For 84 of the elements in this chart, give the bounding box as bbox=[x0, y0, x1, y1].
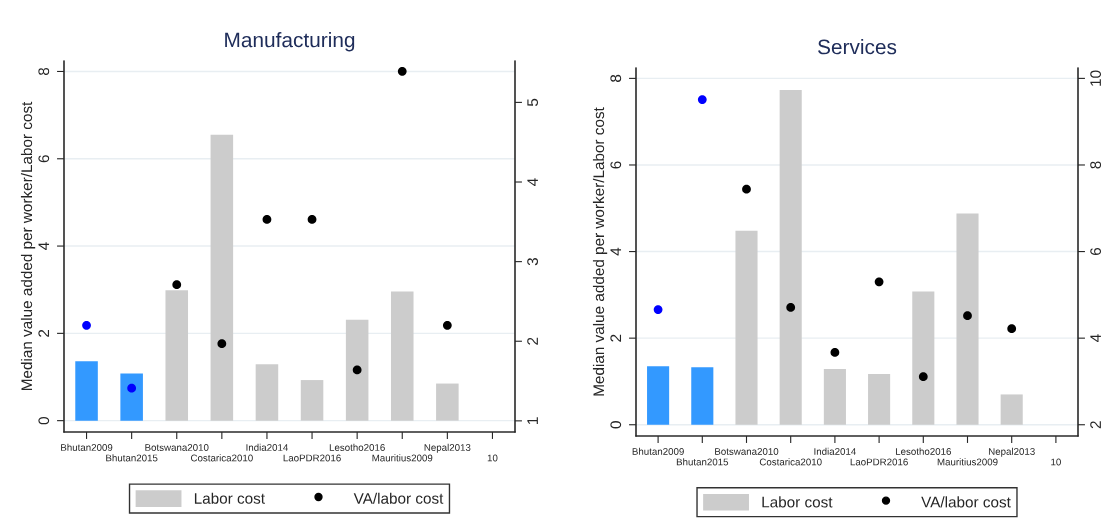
x-tick-label: LaoPDR2016 bbox=[283, 454, 341, 462]
y-tick-label: 0 bbox=[610, 421, 622, 429]
point bbox=[262, 215, 272, 224]
legend-label: Labor cost bbox=[762, 496, 833, 508]
x-tick-label: Costarica2010 bbox=[759, 458, 822, 466]
x-tick-label: 10 bbox=[487, 454, 498, 462]
bar bbox=[868, 374, 891, 425]
point bbox=[874, 277, 884, 287]
bar bbox=[120, 373, 143, 421]
point bbox=[352, 365, 362, 375]
point bbox=[442, 320, 452, 330]
point bbox=[918, 372, 928, 382]
y-tick-label: 4 bbox=[610, 247, 622, 256]
y2-tick-label: 5 bbox=[527, 98, 539, 107]
chart-title: Manufacturing bbox=[225, 32, 355, 52]
point bbox=[742, 184, 751, 194]
x-tick-label: Bhutan2015 bbox=[106, 454, 158, 462]
bar bbox=[165, 290, 189, 421]
bar bbox=[255, 364, 279, 421]
bar bbox=[390, 291, 414, 421]
bar bbox=[735, 230, 758, 425]
x-tick-label: Bhutan2009 bbox=[632, 447, 684, 455]
x-tick-label: Mauritius2009 bbox=[937, 458, 998, 466]
x-tick-label: Lesotho2016 bbox=[329, 443, 385, 451]
y2-tick-label: 10 bbox=[1090, 70, 1102, 86]
x-tick-label: Botswana2010 bbox=[715, 448, 779, 455]
y-tick-label: 6 bbox=[38, 155, 50, 163]
y2-tick-label: 6 bbox=[1090, 247, 1102, 256]
x-tick-label: Botswana2010 bbox=[145, 444, 209, 451]
x-tick-label: LaoPDR2016 bbox=[850, 458, 908, 466]
point bbox=[963, 311, 972, 321]
legend-label: VA/labor cost bbox=[921, 496, 1011, 508]
bar bbox=[75, 361, 98, 421]
x-tick-label: Nepal2013 bbox=[424, 443, 471, 453]
point bbox=[82, 320, 91, 330]
bar bbox=[210, 134, 234, 421]
chart-title: Services bbox=[818, 39, 897, 55]
bar bbox=[436, 383, 459, 421]
y-tick-label: 2 bbox=[38, 329, 50, 337]
y2-tick-label: 3 bbox=[527, 258, 539, 266]
y-tick-label: 4 bbox=[38, 242, 50, 250]
x-tick-label: India2014 bbox=[246, 443, 289, 451]
bar bbox=[779, 90, 802, 425]
point bbox=[1007, 324, 1017, 334]
x-tick-label: Nepal2013 bbox=[988, 447, 1035, 457]
bar bbox=[300, 380, 324, 421]
bar bbox=[647, 366, 670, 425]
bar bbox=[345, 319, 369, 421]
legend-label: Labor cost bbox=[194, 492, 265, 504]
bar bbox=[912, 291, 935, 425]
x-tick-label: Mauritius2009 bbox=[372, 454, 433, 462]
point bbox=[697, 95, 707, 104]
y2-tick-label: 1 bbox=[527, 417, 538, 424]
y2-tick-label: 2 bbox=[527, 337, 538, 345]
point bbox=[172, 280, 182, 290]
point bbox=[830, 348, 840, 357]
point bbox=[307, 215, 317, 224]
bar bbox=[823, 368, 846, 425]
x-tick-label: Costarica2010 bbox=[191, 454, 253, 462]
point bbox=[653, 305, 663, 314]
x-tick-label: 10 bbox=[1051, 458, 1061, 466]
point bbox=[786, 303, 796, 312]
y2-tick-label: 4 bbox=[527, 178, 538, 186]
y2-tick-label: 8 bbox=[1090, 161, 1102, 169]
point bbox=[127, 383, 137, 393]
y-tick-label: 6 bbox=[610, 161, 622, 169]
y-tick-label: 8 bbox=[38, 67, 50, 76]
y2-tick-label: 2 bbox=[1090, 421, 1101, 429]
y-axis-title: Median value added per worker/Labor cost bbox=[20, 101, 36, 391]
y-axis-title: Median value added per worker/Labor cost bbox=[592, 107, 608, 396]
y2-tick-label: 4 bbox=[1090, 334, 1101, 343]
y-tick-label: 2 bbox=[610, 334, 622, 342]
bar bbox=[1000, 394, 1023, 425]
legend-label: VA/labor cost bbox=[353, 492, 444, 504]
point bbox=[217, 339, 227, 349]
y-tick-label: 0 bbox=[38, 417, 50, 425]
x-tick-label: India2014 bbox=[814, 447, 856, 455]
bar bbox=[691, 367, 714, 425]
point bbox=[397, 66, 407, 76]
bar bbox=[956, 213, 979, 425]
x-tick-label: Bhutan2015 bbox=[676, 458, 729, 466]
y-tick-label: 8 bbox=[610, 74, 622, 82]
x-tick-label: Bhutan2009 bbox=[61, 443, 113, 451]
x-tick-label: Lesotho2016 bbox=[895, 447, 951, 455]
